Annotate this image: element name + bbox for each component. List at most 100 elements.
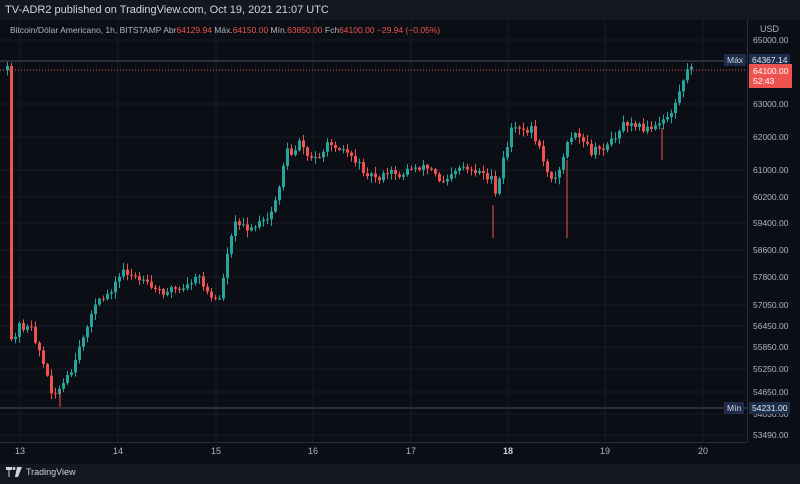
candle-body-up (18, 323, 21, 337)
min-price-value: 54231.00 (749, 402, 791, 414)
candle-body-down (154, 287, 157, 290)
price-tick: 62000.00 (753, 132, 789, 142)
candle-body-up (682, 80, 685, 92)
candle-body-up (406, 168, 409, 175)
candle-body-up (26, 326, 29, 330)
price-tick: 63000.00 (753, 99, 789, 109)
candle-body-down (150, 281, 153, 288)
candle-body-down (350, 152, 353, 156)
candle-body-up (690, 66, 693, 70)
candle-body-up (82, 337, 85, 347)
legend-high-label: Máx. (214, 25, 233, 35)
tradingview-logo[interactable]: TradingView (6, 467, 76, 477)
candle-body-up (422, 164, 425, 170)
candle-body-down (34, 326, 37, 343)
candle-body-down (130, 274, 133, 276)
candle-body-up (194, 277, 197, 284)
candle-body-up (558, 169, 561, 178)
candle-body-down (50, 375, 53, 394)
footer-bar (0, 464, 800, 484)
time-label: 14 (112, 446, 124, 456)
legend-symbol: Bitcoin/Dólar Americano, 1h, BITSTAMP (10, 25, 162, 35)
price-tick: 55250.00 (753, 364, 789, 374)
candle-body-up (170, 287, 173, 293)
time-label: 13 (14, 446, 26, 456)
candle-body-down (134, 275, 137, 277)
time-axis[interactable] (0, 442, 747, 464)
candle-body-up (230, 235, 233, 254)
candle-body-up (286, 148, 289, 166)
candle-body-down (174, 287, 177, 289)
min-price-label: Mín (724, 402, 745, 414)
price-tick: 58600.00 (753, 245, 789, 255)
candle-body-down (438, 173, 441, 182)
candle-body-down (302, 140, 305, 148)
price-axis[interactable] (747, 20, 800, 442)
candle-body-up (90, 314, 93, 327)
candle-body-down (474, 170, 477, 174)
candle-body-up (610, 138, 613, 145)
candle-body-down (602, 148, 605, 151)
chart-area[interactable] (0, 20, 747, 442)
candle-body-down (470, 169, 473, 171)
candle-body-down (522, 128, 525, 131)
series-legend: Bitcoin/Dólar Americano, 1h, BITSTAMP Ab… (10, 25, 440, 35)
candle-body-up (662, 119, 665, 124)
candle-body-down (482, 171, 485, 174)
candle-body-up (666, 117, 669, 120)
candle-body-up (450, 174, 453, 179)
candle-body-down (46, 364, 49, 376)
candle-body-up (110, 292, 113, 294)
candle-body-up (250, 227, 253, 231)
price-tick: 53490.00 (753, 430, 789, 440)
candle-body-up (570, 137, 573, 143)
candle-body-up (254, 227, 257, 229)
candle-body-up (462, 166, 465, 168)
candle-body-down (366, 173, 369, 177)
candle-body-down (30, 326, 33, 328)
candle-body-up (614, 138, 617, 140)
candle-body-down (410, 168, 413, 170)
candle-body-up (266, 219, 269, 221)
candle-body-up (606, 144, 609, 151)
candle-body-up (646, 126, 649, 132)
candlestick-plot[interactable] (0, 20, 747, 442)
candle-body-up (166, 292, 169, 295)
legend-close-label: Fch (324, 25, 340, 35)
candle-body-up (218, 298, 221, 300)
candle-body-up (190, 283, 193, 285)
candle-body-up (198, 276, 201, 278)
candle-body-up (86, 326, 89, 338)
candle-body-down (38, 342, 41, 351)
candle-body-down (158, 289, 161, 291)
last-price-value: 64100.00 (753, 66, 789, 76)
max-price-label: Máx (724, 54, 747, 66)
candle-body-up (70, 372, 73, 375)
price-tick: 57050.00 (753, 300, 789, 310)
candle-body-down (374, 173, 377, 178)
candle-body-up (454, 171, 457, 175)
candle-body-down (442, 181, 445, 183)
candle-body-down (486, 173, 489, 180)
candle-body-up (574, 133, 577, 138)
price-tick: 54030.00 (753, 409, 789, 419)
candle-body-up (222, 277, 225, 299)
candle-body-down (338, 148, 341, 150)
candle-body-down (526, 130, 529, 133)
candle-body-up (106, 293, 109, 300)
candle-body-up (118, 276, 121, 282)
candle-body-down (546, 161, 549, 173)
candle-body-up (122, 269, 125, 277)
candle-body-down (362, 162, 365, 174)
candle-body-up (62, 383, 65, 389)
candle-body-up (446, 178, 449, 182)
candle-body-down (310, 155, 313, 158)
candle-body-down (306, 147, 309, 156)
candle-body-down (430, 168, 433, 170)
time-label: 16 (307, 446, 319, 456)
candle-body-up (182, 288, 185, 290)
legend-change-value: −29.94 (−0.05%) (376, 25, 441, 35)
candle-body-down (650, 126, 653, 129)
tradingview-brand: TradingView (26, 467, 76, 477)
candle-body-down (346, 149, 349, 153)
